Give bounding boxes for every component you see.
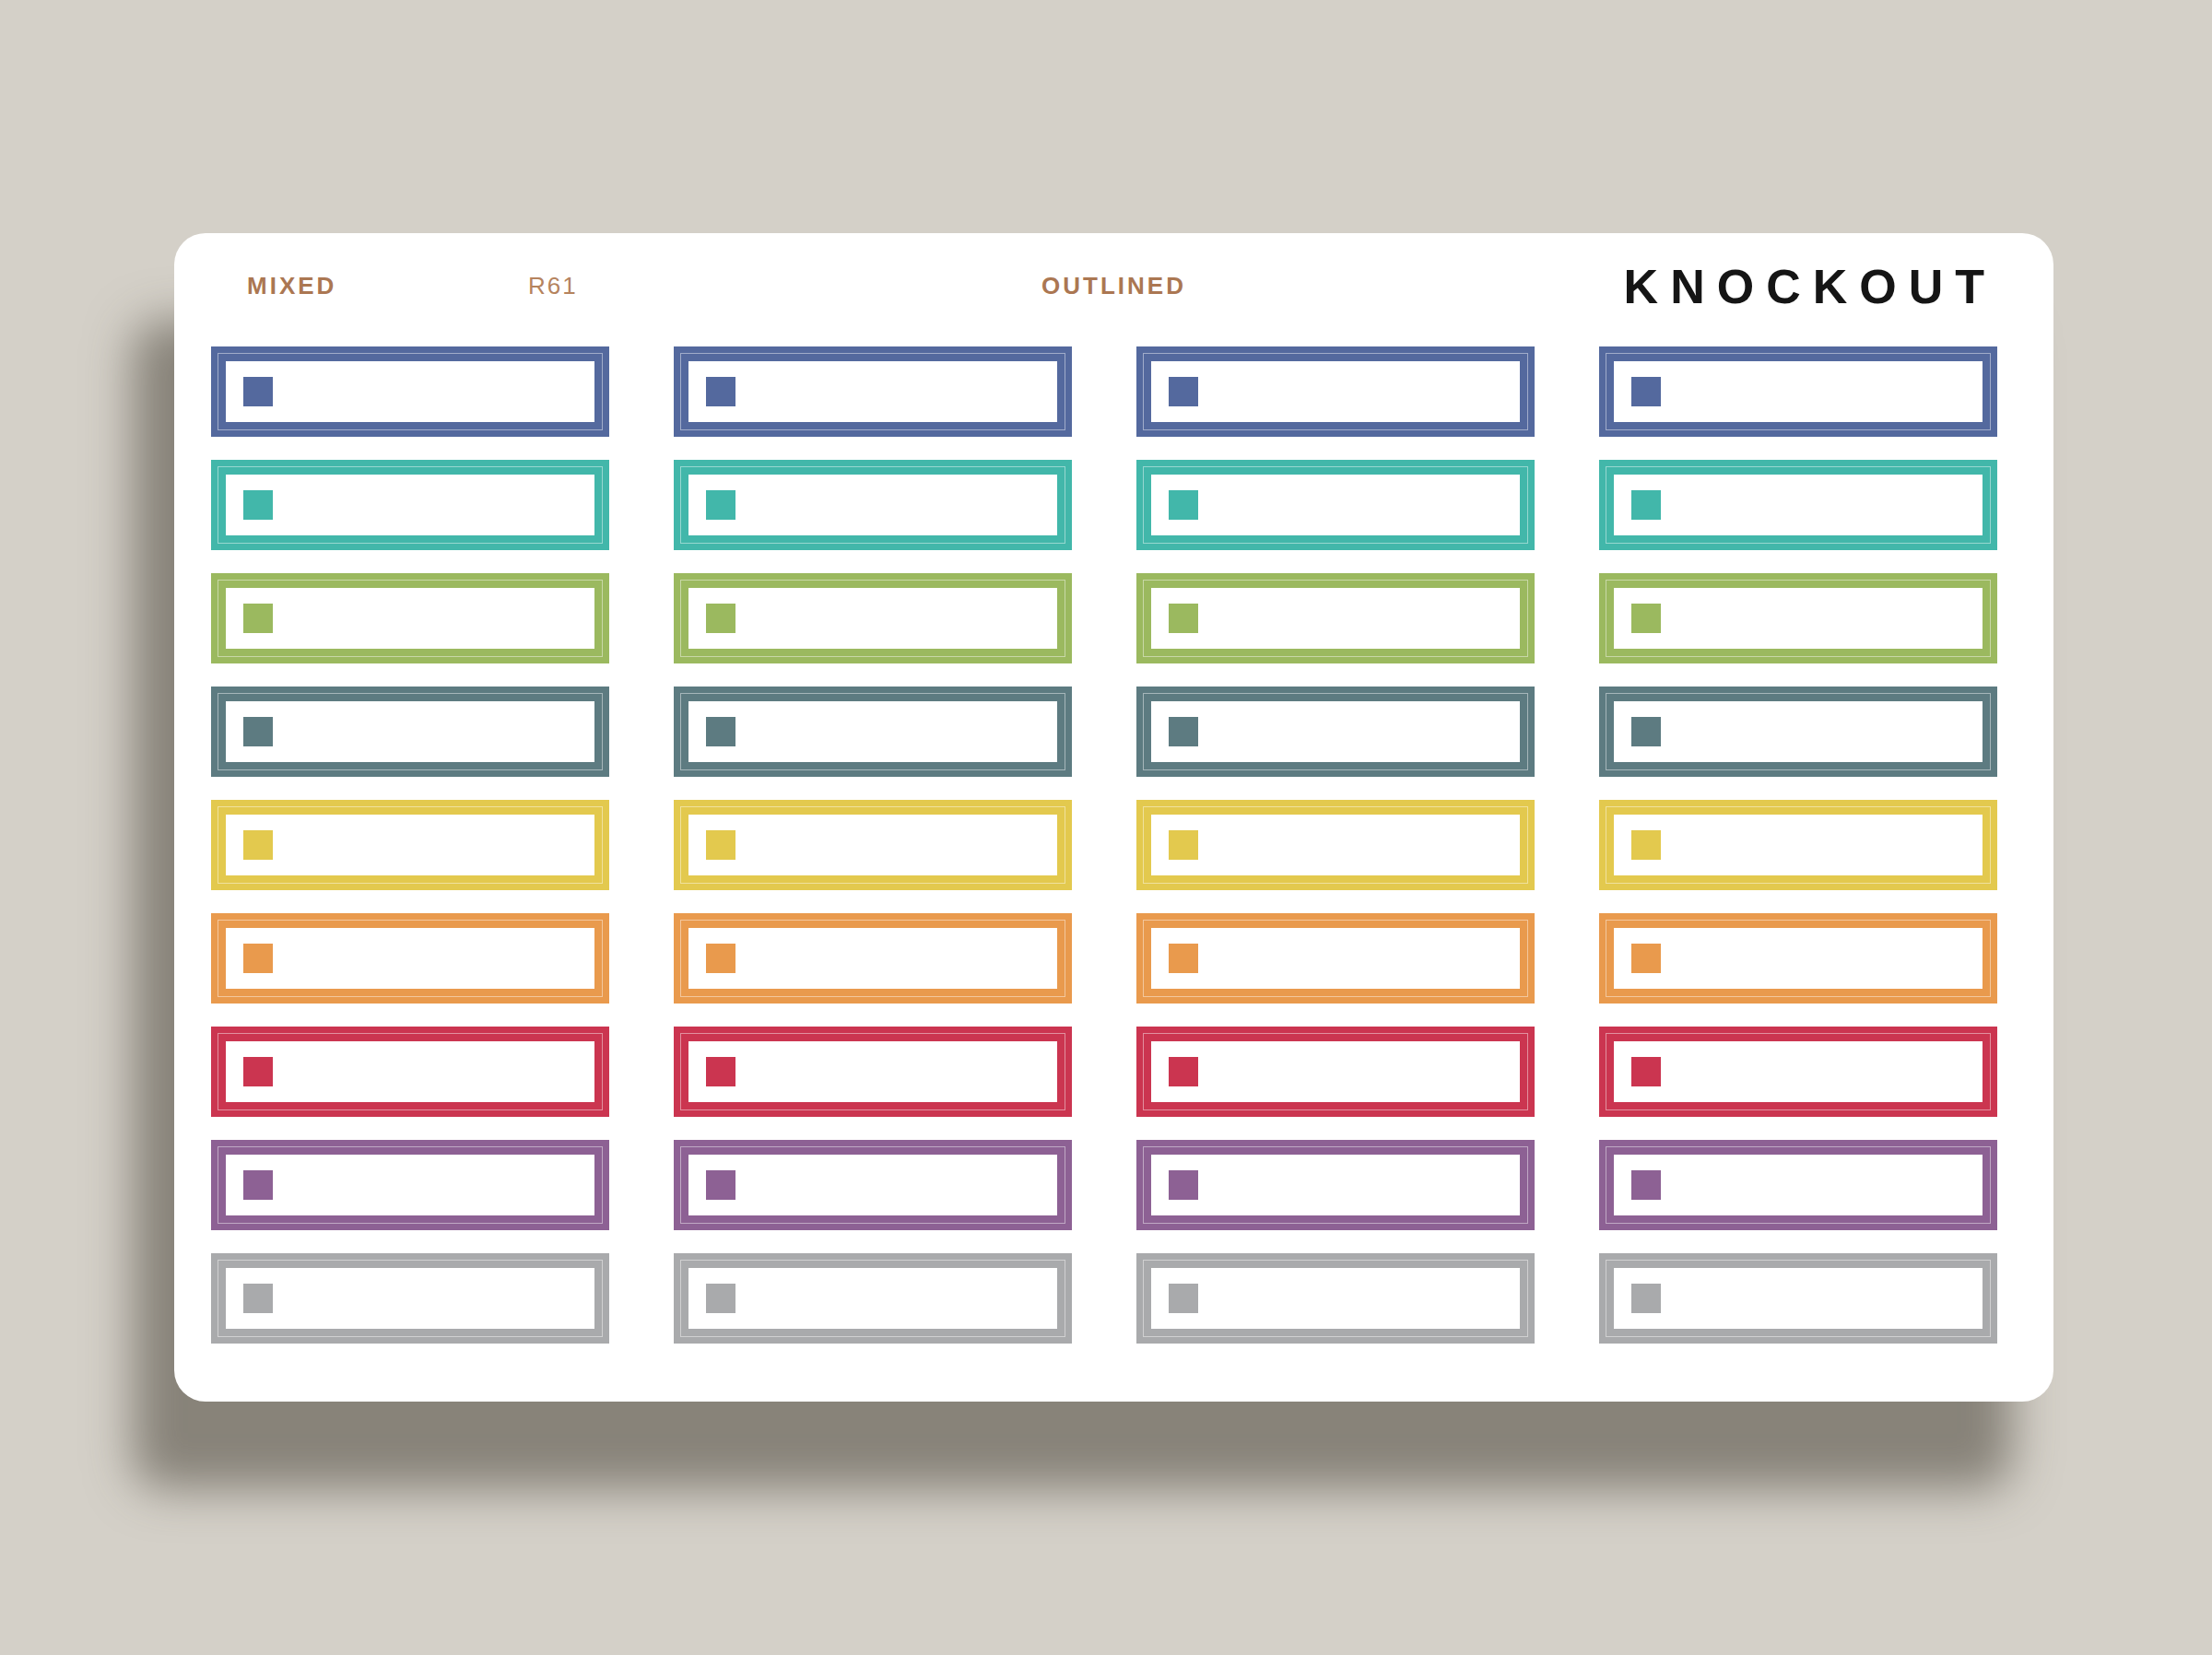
label-sticker-gray (674, 1253, 1072, 1344)
checkbox-square-red (243, 1057, 273, 1086)
label-sticker-teal (674, 460, 1072, 550)
checkbox-square-orange (1631, 944, 1661, 973)
checkbox-square-blue (1169, 377, 1198, 406)
label-sticker-purple (1136, 1140, 1535, 1230)
checkbox-square-teal (706, 490, 735, 520)
label-sticker-teal (211, 460, 609, 550)
checkbox-square-red (1169, 1057, 1198, 1086)
label-sticker-blue (1136, 346, 1535, 437)
checkbox-square-green (1169, 604, 1198, 633)
checkbox-square-purple (706, 1170, 735, 1200)
label-sticker-slate (1136, 687, 1535, 777)
checkbox-square-gray (1631, 1284, 1661, 1313)
checkbox-square-slate (1169, 717, 1198, 746)
checkbox-square-slate (1631, 717, 1661, 746)
checkbox-square-yellow (1169, 830, 1198, 860)
checkbox-square-green (706, 604, 735, 633)
checkbox-square-orange (1169, 944, 1198, 973)
label-sticker-red (1136, 1027, 1535, 1117)
label-sticker-green (674, 573, 1072, 663)
label-sticker-purple (674, 1140, 1072, 1230)
checkbox-square-yellow (706, 830, 735, 860)
checkbox-square-purple (1169, 1170, 1198, 1200)
label-sticker-orange (674, 913, 1072, 1004)
sticker-grid (211, 346, 1997, 1344)
label-sticker-green (1599, 573, 1997, 663)
checkbox-square-blue (1631, 377, 1661, 406)
label-sticker-yellow (1136, 800, 1535, 890)
label-sticker-orange (1599, 913, 1997, 1004)
checkbox-square-slate (243, 717, 273, 746)
label-sticker-orange (1136, 913, 1535, 1004)
label-sticker-purple (211, 1140, 609, 1230)
label-sticker-yellow (211, 800, 609, 890)
label-sticker-gray (1136, 1253, 1535, 1344)
checkbox-square-red (706, 1057, 735, 1086)
label-sticker-gray (1599, 1253, 1997, 1344)
label-sticker-green (1136, 573, 1535, 663)
label-sticker-blue (1599, 346, 1997, 437)
label-sticker-purple (1599, 1140, 1997, 1230)
checkbox-square-green (1631, 604, 1661, 633)
sticker-sheet-card: MIXED R61 OUTLINED KNOCKOUT (174, 233, 2053, 1402)
label-sticker-blue (674, 346, 1072, 437)
checkbox-square-purple (243, 1170, 273, 1200)
label-sticker-yellow (674, 800, 1072, 890)
label-sticker-slate (1599, 687, 1997, 777)
label-sticker-blue (211, 346, 609, 437)
checkbox-square-yellow (243, 830, 273, 860)
checkbox-square-gray (243, 1284, 273, 1313)
sheet-sku: R61 (528, 272, 578, 300)
label-sticker-gray (211, 1253, 609, 1344)
checkbox-square-purple (1631, 1170, 1661, 1200)
label-sticker-red (674, 1027, 1072, 1117)
checkbox-square-orange (243, 944, 273, 973)
checkbox-square-gray (706, 1284, 735, 1313)
checkbox-square-red (1631, 1057, 1661, 1086)
label-sticker-slate (211, 687, 609, 777)
checkbox-square-slate (706, 717, 735, 746)
checkbox-square-yellow (1631, 830, 1661, 860)
checkbox-square-teal (1631, 490, 1661, 520)
checkbox-square-green (243, 604, 273, 633)
label-sticker-teal (1136, 460, 1535, 550)
label-sticker-red (211, 1027, 609, 1117)
sheet-material-label: MIXED (247, 272, 336, 300)
brand-logo: KNOCKOUT (1624, 259, 1996, 314)
sheet-style-label: OUTLINED (1041, 272, 1186, 300)
checkbox-square-teal (243, 490, 273, 520)
checkbox-square-teal (1169, 490, 1198, 520)
label-sticker-red (1599, 1027, 1997, 1117)
label-sticker-orange (211, 913, 609, 1004)
label-sticker-slate (674, 687, 1072, 777)
checkbox-square-orange (706, 944, 735, 973)
label-sticker-green (211, 573, 609, 663)
checkbox-square-gray (1169, 1284, 1198, 1313)
checkbox-square-blue (243, 377, 273, 406)
checkbox-square-blue (706, 377, 735, 406)
label-sticker-yellow (1599, 800, 1997, 890)
label-sticker-teal (1599, 460, 1997, 550)
